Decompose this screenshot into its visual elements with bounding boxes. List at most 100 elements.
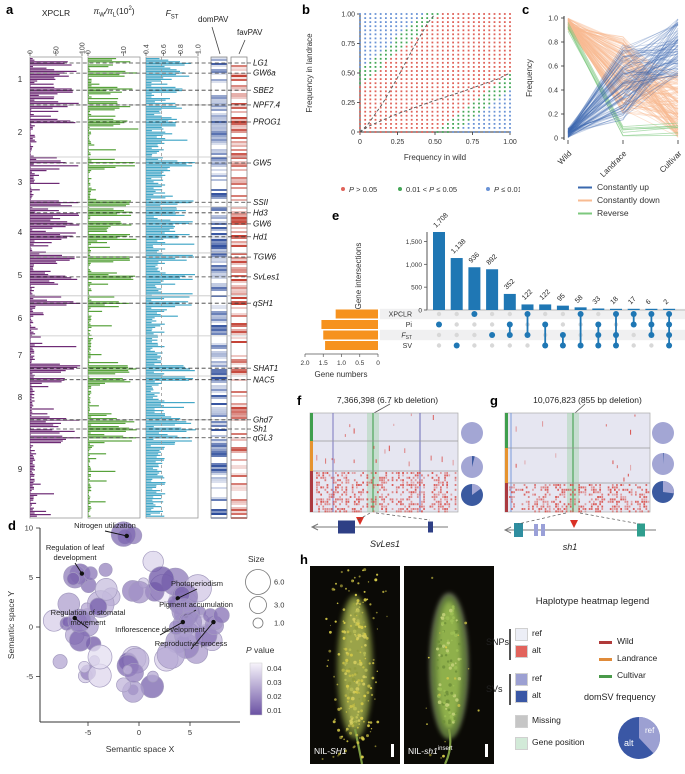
favpav-cell — [231, 473, 247, 475]
constantly-up-line — [567, 65, 679, 136]
snp-alt-cell — [523, 508, 526, 510]
fst-bar — [146, 78, 172, 80]
xpclr-bar — [30, 426, 59, 428]
snp-alt-cell — [385, 481, 388, 484]
shattered-seed — [345, 727, 349, 731]
grid-dot — [390, 41, 392, 44]
dompav-cell — [211, 391, 227, 393]
grid-dot — [467, 98, 470, 101]
shattered-seed — [351, 724, 355, 728]
fst-bar — [146, 502, 154, 504]
pi-bar — [88, 378, 123, 380]
go-term-bubble — [156, 640, 186, 669]
grid-dot — [421, 17, 423, 19]
shattered-seed — [328, 649, 332, 653]
snp-alt-cell — [320, 476, 322, 479]
snp-alt-cell — [527, 500, 530, 503]
grid-dot — [498, 17, 501, 19]
constantly-up-line — [567, 30, 679, 138]
grid-dot — [405, 123, 408, 125]
snp-alt-cell — [383, 486, 385, 489]
snp-alt-cell — [410, 486, 413, 489]
dompav-cell — [211, 119, 227, 121]
snp-alt-cell — [326, 510, 329, 513]
grid-dot — [478, 78, 480, 80]
constantly-down-line — [567, 28, 679, 110]
gene-label: LG1 — [253, 59, 268, 68]
grid-dot — [405, 33, 408, 36]
fst-bar — [146, 467, 153, 469]
fst-bar — [146, 458, 165, 460]
grid-dot — [462, 78, 465, 80]
pi-bar — [88, 146, 89, 148]
intersection-bar — [539, 304, 552, 310]
fst-tick-label: 0.8 — [178, 44, 185, 54]
grid-dot — [364, 53, 367, 56]
favpav-cell — [231, 267, 247, 269]
fst-bar — [146, 240, 158, 242]
pi-bar — [88, 136, 90, 138]
constantly-down-line — [567, 24, 679, 103]
spikelet-dot — [459, 657, 462, 661]
constantly-up-line — [567, 36, 679, 133]
spikelet-dot — [448, 711, 452, 714]
grid-dot — [421, 74, 423, 76]
y-tick-label: 0 — [418, 308, 422, 315]
snp-alt-cell — [374, 496, 377, 498]
grid-dot — [457, 45, 460, 48]
snp-alt-cell — [410, 481, 413, 484]
fst-bar — [146, 317, 155, 319]
pi-bar — [88, 510, 90, 512]
fst-bar — [146, 445, 151, 447]
snp-alt-cell — [326, 491, 329, 494]
grid-dot — [483, 33, 485, 36]
pi-bar — [88, 203, 130, 205]
xpclr-bar — [30, 134, 35, 136]
dompav-cell — [211, 441, 227, 443]
snp-alt-cell — [337, 484, 339, 486]
shattered-seed — [372, 662, 375, 665]
snp-alt-cell — [316, 472, 318, 474]
pi-bar — [88, 349, 91, 351]
snp-alt-cell — [419, 472, 421, 474]
snp-alt-cell — [372, 476, 375, 479]
xpclr-bar — [30, 176, 34, 178]
grid-dot — [462, 98, 465, 101]
pi-bar — [88, 122, 125, 124]
fst-bar — [146, 120, 169, 122]
grid-dot — [431, 82, 434, 85]
grid-dot — [503, 106, 506, 109]
pi-bar — [88, 251, 91, 253]
shattered-seed — [352, 580, 354, 582]
constantly-up-line — [567, 32, 679, 131]
membership-dot — [489, 311, 495, 317]
grid-dot — [431, 90, 434, 93]
favpav-cell — [231, 215, 247, 217]
snp-alt-cell — [358, 491, 360, 494]
pi-bar — [88, 61, 131, 63]
dompav-cell — [211, 267, 227, 269]
grid-dot — [426, 78, 429, 80]
grid-dot — [503, 118, 506, 121]
legend-item-label: P > 0.05 — [349, 185, 377, 194]
snp-alt-cell — [645, 484, 648, 486]
fst-bar — [146, 99, 166, 101]
snp-alt-cell — [454, 500, 457, 503]
favpav-cell — [231, 227, 247, 229]
snp-alt-cell — [624, 496, 627, 498]
constantly-down-line — [567, 20, 679, 106]
grid-dot — [472, 131, 475, 133]
xpclr-bar — [30, 502, 37, 504]
grid-dot — [364, 45, 367, 48]
snp-alt-cell — [599, 496, 601, 498]
grid-dot — [431, 102, 434, 105]
favpav-cell — [231, 501, 247, 503]
pi-bar — [88, 170, 92, 172]
snp-alt-cell — [316, 481, 318, 484]
pi-bar — [88, 246, 110, 248]
fst-bar — [146, 178, 152, 180]
snp-alt-cell — [442, 505, 444, 508]
grid-dot — [426, 127, 429, 129]
pi-bar — [88, 301, 119, 303]
constantly-up-line — [567, 53, 679, 134]
